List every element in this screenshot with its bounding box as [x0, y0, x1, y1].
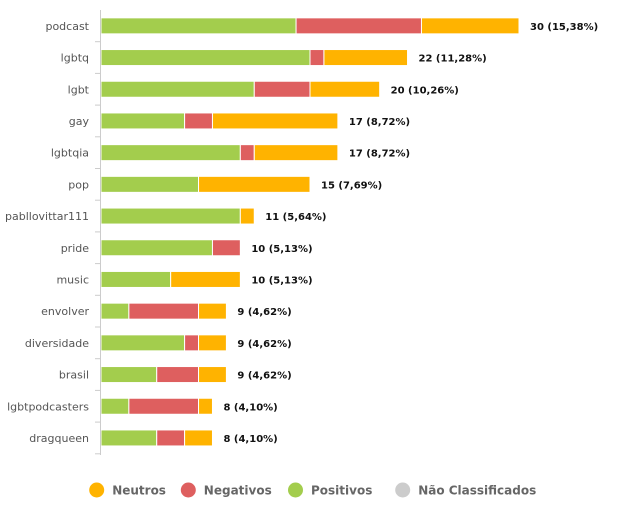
legend-marker-neutros: [89, 482, 105, 498]
category-label-envolver: envolver: [41, 305, 89, 318]
bar-dragqueen-negativos[interactable]: [156, 429, 186, 447]
bar-brasil-negativos[interactable]: [156, 366, 200, 384]
legend-marker-positivos: [288, 482, 303, 498]
bar-lgbtqia-positivos[interactable]: [100, 144, 241, 162]
bars-layer: [100, 17, 520, 447]
category-label-lgbt: lgbt: [68, 83, 90, 96]
data-label-pabllovittar111: 11 (5,64%): [265, 212, 326, 223]
data-label-music: 10 (5,13%): [251, 275, 312, 286]
category-label-lgbtqia: lgbtqia: [51, 147, 89, 160]
data-label-diversidade: 9 (4,62%): [237, 339, 291, 350]
category-label-music: music: [56, 273, 89, 286]
category-label-lgbtpodcasters: lgbtpodcasters: [7, 400, 89, 413]
legend-label-n-o-classificados: Não Classificados: [418, 484, 536, 498]
data-label-gay: 17 (8,72%): [349, 117, 410, 128]
category-label-pabllovittar111: pabllovittar111: [5, 210, 89, 223]
data-labels: 30 (15,38%) 22 (11,28%) 20 (10,26%) 17 (8,7…: [223, 22, 598, 445]
bar-lgbtqia-neutros[interactable]: [253, 144, 339, 162]
legend-item-positivos[interactable]: Positivos: [288, 482, 372, 498]
legend: Neutros Negativos Positivos Não Classificad…: [89, 482, 536, 498]
category-label-podcast: podcast: [45, 20, 89, 33]
y-axis-ticks: [95, 41, 101, 455]
bar-music-neutros[interactable]: [170, 270, 241, 288]
bar-diversidade-positivos[interactable]: [100, 334, 186, 352]
bar-pabllovittar111-neutros[interactable]: [239, 207, 255, 225]
bar-pabllovittar111-positivos[interactable]: [100, 207, 241, 225]
data-label-pride: 10 (5,13%): [251, 244, 312, 255]
bar-lgbtq-neutros[interactable]: [323, 49, 409, 67]
bar-diversidade-negativos[interactable]: [184, 334, 200, 352]
bar-envolver-negativos[interactable]: [128, 302, 200, 320]
bar-pop-positivos[interactable]: [100, 175, 200, 193]
data-label-envolver: 9 (4,62%): [237, 307, 291, 318]
data-label-lgbt: 20 (10,26%): [391, 85, 459, 96]
bar-pride-positivos[interactable]: [100, 239, 213, 257]
bar-lgbt-negativos[interactable]: [253, 80, 311, 98]
data-label-pop: 15 (7,69%): [321, 180, 382, 191]
legend-item-negativos[interactable]: Negativos: [180, 482, 272, 498]
bar-lgbtpodcasters-positivos[interactable]: [100, 397, 130, 415]
data-label-podcast: 30 (15,38%): [530, 22, 598, 33]
bar-pop-neutros[interactable]: [198, 175, 311, 193]
category-label-pop: pop: [68, 178, 89, 191]
bar-diversidade-neutros[interactable]: [198, 334, 227, 352]
bar-gay-positivos[interactable]: [100, 112, 186, 130]
category-labels: podcast lgbtq lgbt gay lgbtqia pop pabllovitta…: [5, 20, 90, 445]
bar-brasil-positivos[interactable]: [100, 366, 158, 384]
legend-item-n-o-classificados[interactable]: Não Classificados: [395, 482, 536, 498]
category-label-diversidade: diversidade: [25, 337, 89, 350]
data-label-lgbtpodcasters: 8 (4,10%): [223, 402, 277, 413]
category-label-dragqueen: dragqueen: [29, 432, 89, 445]
category-label-gay: gay: [69, 115, 90, 128]
bar-dragqueen-neutros[interactable]: [184, 429, 213, 447]
bar-gay-neutros[interactable]: [211, 112, 339, 130]
bar-lgbtpodcasters-negativos[interactable]: [128, 397, 200, 415]
bar-lgbtq-positivos[interactable]: [100, 49, 311, 67]
bar-lgbt-neutros[interactable]: [309, 80, 381, 98]
bar-envolver-neutros[interactable]: [198, 302, 227, 320]
data-label-brasil: 9 (4,62%): [237, 371, 291, 382]
bar-pride-negativos[interactable]: [211, 239, 241, 257]
bar-lgbtqia-negativos[interactable]: [239, 144, 255, 162]
bar-lgbtpodcasters-neutros[interactable]: [198, 397, 213, 415]
legend-label-negativos: Negativos: [204, 484, 272, 498]
bar-music-positivos[interactable]: [100, 270, 172, 288]
bar-podcast-neutros[interactable]: [420, 17, 520, 35]
bar-dragqueen-positivos[interactable]: [100, 429, 158, 447]
legend-label-neutros: Neutros: [112, 484, 166, 498]
bar-lgbt-positivos[interactable]: [100, 80, 255, 98]
bar-gay-negativos[interactable]: [184, 112, 213, 130]
category-label-pride: pride: [61, 242, 90, 255]
legend-item-neutros[interactable]: Neutros: [89, 482, 166, 498]
legend-marker-n-o-classificados: [395, 482, 411, 498]
data-label-lgbtqia: 17 (8,72%): [349, 149, 410, 160]
data-label-dragqueen: 8 (4,10%): [223, 434, 277, 445]
legend-marker-negativos: [180, 482, 196, 498]
bar-podcast-positivos[interactable]: [100, 17, 297, 35]
legend-label-positivos: Positivos: [311, 484, 372, 498]
bar-brasil-neutros[interactable]: [198, 366, 227, 384]
category-label-brasil: brasil: [59, 369, 89, 382]
bar-lgbtq-negativos[interactable]: [309, 49, 325, 67]
bar-podcast-negativos[interactable]: [295, 17, 422, 35]
bar-envolver-positivos[interactable]: [100, 302, 130, 320]
data-label-lgbtq: 22 (11,28%): [419, 54, 487, 65]
category-label-lgbtq: lgbtq: [61, 52, 89, 65]
